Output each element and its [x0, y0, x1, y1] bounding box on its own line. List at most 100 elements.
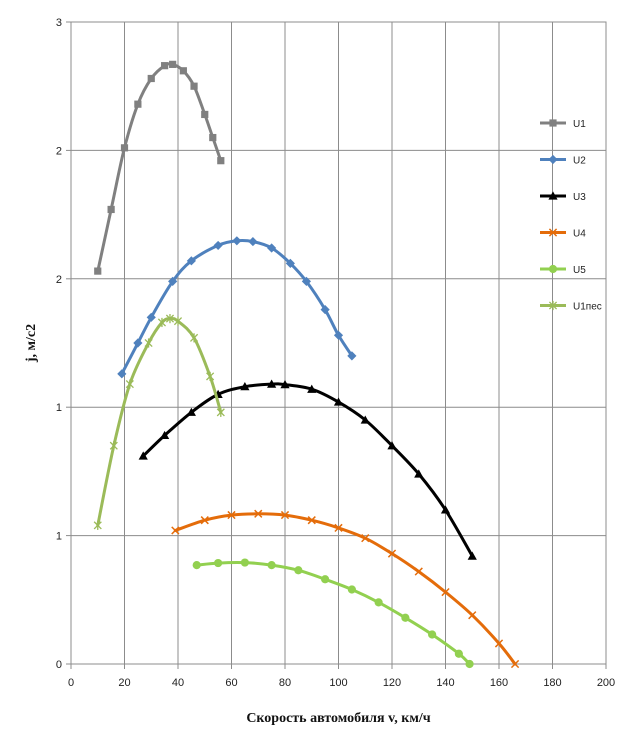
data-point	[117, 369, 127, 379]
data-point	[334, 523, 343, 533]
x-tick-label: 200	[597, 677, 615, 689]
data-point	[294, 566, 303, 575]
grid	[66, 21, 607, 669]
y-tick-label: 3	[56, 17, 62, 29]
legend-marker	[548, 228, 558, 237]
data-point	[192, 561, 201, 570]
data-point	[248, 236, 258, 247]
data-point	[109, 441, 118, 451]
legend-item: U1пес	[540, 300, 602, 313]
y-tick-label: 1	[56, 402, 62, 414]
x-tick-label: 20	[118, 677, 130, 689]
x-tick-label: 60	[225, 677, 237, 689]
x-tick-label: 100	[329, 677, 347, 689]
data-point	[240, 558, 249, 567]
data-point	[120, 144, 129, 152]
series-4	[171, 509, 520, 669]
data-point	[186, 407, 196, 416]
data-point	[374, 598, 383, 607]
data-point	[173, 316, 183, 326]
data-point	[240, 382, 250, 391]
data-point	[171, 526, 180, 535]
data-point-stroke	[361, 534, 370, 543]
data-point	[267, 243, 277, 253]
data-point	[227, 510, 236, 520]
x-tick-label: 180	[543, 677, 561, 689]
series-3	[138, 379, 477, 560]
data-point	[414, 567, 423, 576]
series-layer	[93, 60, 520, 669]
data-point	[200, 516, 209, 525]
series-line	[96, 62, 223, 273]
legend-item: U2	[540, 154, 586, 167]
legend-label: U1	[573, 119, 586, 130]
data-point-stroke	[414, 567, 423, 576]
data-point	[307, 384, 317, 393]
data-point	[186, 256, 196, 266]
x-tick-label: 120	[383, 677, 401, 689]
data-point	[428, 630, 437, 639]
data-point	[320, 305, 330, 315]
data-point	[267, 379, 277, 388]
y-axis-title: j, м/с2	[24, 324, 39, 363]
data-point	[387, 441, 397, 450]
data-point	[510, 659, 520, 669]
data-point	[285, 258, 295, 268]
data-point	[333, 397, 344, 406]
data-point	[387, 549, 397, 558]
data-point	[213, 240, 223, 251]
data-point	[467, 551, 477, 560]
legend-item: U1	[540, 119, 586, 130]
data-point	[347, 351, 357, 361]
legend-item: U4	[540, 228, 586, 240]
data-point	[465, 659, 474, 669]
data-point-stroke	[334, 523, 343, 533]
data-point	[214, 558, 223, 568]
data-point	[201, 110, 209, 119]
data-point	[401, 613, 410, 622]
data-point	[160, 430, 170, 440]
y-tick-label: 1	[56, 531, 62, 543]
data-point	[468, 611, 477, 620]
legend-item: U5	[540, 264, 586, 276]
data-point	[333, 330, 344, 340]
data-point-stroke	[387, 549, 397, 558]
series-6	[93, 314, 225, 530]
data-point	[190, 82, 198, 90]
legend-item: U3	[540, 191, 586, 203]
data-point	[414, 469, 424, 478]
data-point	[216, 407, 225, 417]
legend-label: U5	[573, 265, 586, 276]
data-point-stroke	[494, 639, 504, 648]
data-point	[133, 338, 143, 348]
y-tick-label: 2	[56, 274, 62, 286]
data-point	[146, 312, 156, 322]
legend-marker	[548, 300, 558, 311]
series-1	[94, 60, 225, 275]
x-axis-title: Скорость автомобиля v, км/ч	[246, 711, 430, 726]
data-point	[161, 62, 169, 70]
data-point	[144, 338, 153, 348]
data-point-stroke	[307, 516, 316, 525]
data-point	[206, 371, 215, 381]
data-point	[138, 451, 148, 460]
x-tick-label: 0	[68, 677, 74, 689]
x-tick-label: 80	[279, 677, 291, 689]
data-point	[232, 236, 242, 246]
data-point	[280, 510, 290, 520]
y-tick-label: 2	[56, 145, 62, 157]
data-point-stroke	[468, 611, 477, 620]
legend-label: U4	[573, 229, 586, 240]
data-point	[321, 575, 330, 584]
data-point	[440, 505, 451, 514]
data-point-stroke	[200, 516, 209, 525]
data-point	[254, 509, 263, 518]
data-point	[107, 205, 115, 214]
series-line	[173, 512, 517, 666]
legend-marker	[549, 119, 557, 127]
series-5	[192, 558, 474, 669]
data-point-stroke	[254, 509, 263, 518]
series-line	[120, 238, 354, 376]
data-point	[165, 314, 175, 324]
data-point-stroke	[441, 587, 450, 597]
